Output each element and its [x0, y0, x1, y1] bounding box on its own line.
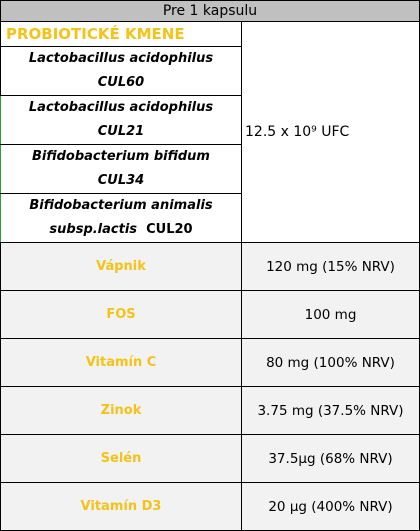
strain-row: Lactobacillus acidophilus CUL21 [0, 95, 420, 145]
nutrient-value: 120 mg (15% NRV) [240, 242, 420, 291]
nutrient-row: Vápnik 120 mg (15% NRV) [0, 242, 420, 291]
strain-cell: Lactobacillus acidophilus CUL60 [0, 46, 242, 96]
strain-name: Bifidobacterium animalis [29, 198, 213, 213]
nutrient-row: Zinok 3.75 mg (37.5% NRV) [0, 386, 420, 435]
strain-code: CUL20 [146, 222, 193, 237]
probiotic-amount: 12.5 x 10⁹ UFC [240, 21, 420, 243]
strain-row: Bifidobacterium bifidum CUL34 [0, 144, 420, 194]
nutrient-value: 20 µg (400% NRV) [240, 482, 420, 531]
nutrient-value: 3.75 mg (37.5% NRV) [240, 386, 420, 435]
header-row: Pre 1 kapsulu [0, 0, 420, 22]
nutrient-row: FOS 100 mg [0, 290, 420, 339]
nutrient-row: Vitamín C 80 mg (100% NRV) [0, 338, 420, 387]
nutrient-name: FOS [0, 290, 242, 339]
strain-code: CUL34 [97, 173, 145, 188]
strain-row: Lactobacillus acidophilus CUL60 [0, 46, 420, 96]
nutrient-name: Vápnik [0, 242, 242, 291]
strain-code: CUL21 [97, 124, 145, 139]
nutrient-value: 80 mg (100% NRV) [240, 338, 420, 387]
section-row: PROBIOTICKÉ KMENE 12.5 x 10⁹ UFC [0, 21, 420, 243]
nutrient-value: 100 mg [240, 290, 420, 339]
nutrient-name: Vitamín D3 [0, 482, 242, 531]
nutrient-name: Vitamín C [0, 338, 242, 387]
nutrient-name: Zinok [0, 386, 242, 435]
nutrient-row: Vitamín D3 20 µg (400% NRV) [0, 482, 420, 531]
nutrient-value: 37.5µg (68% NRV) [240, 434, 420, 483]
strain-cell: Bifidobacterium bifidum CUL34 [0, 144, 242, 194]
strain-name: Bifidobacterium bifidum [32, 149, 210, 164]
nutrient-name: Selén [0, 434, 242, 483]
serving-header: Pre 1 kapsulu [0, 0, 420, 22]
strain-row: Bifidobacterium animalis subsp.lactis CU… [0, 193, 420, 243]
strain-name: Lactobacillus acidophilus [28, 100, 214, 115]
strain-subspecies: subsp.lactis [49, 222, 138, 237]
strain-subspecies-line: subsp.lactis CUL20 [2, 218, 241, 242]
strain-cell: Lactobacillus acidophilus CUL21 [0, 95, 242, 145]
strain-name: Lactobacillus acidophilus [28, 51, 214, 66]
nutrient-row: Selén 37.5µg (68% NRV) [0, 434, 420, 483]
section-title: PROBIOTICKÉ KMENE [0, 21, 242, 47]
strain-cell: Bifidobacterium animalis subsp.lactis CU… [0, 193, 242, 243]
strain-code: CUL60 [97, 75, 145, 90]
